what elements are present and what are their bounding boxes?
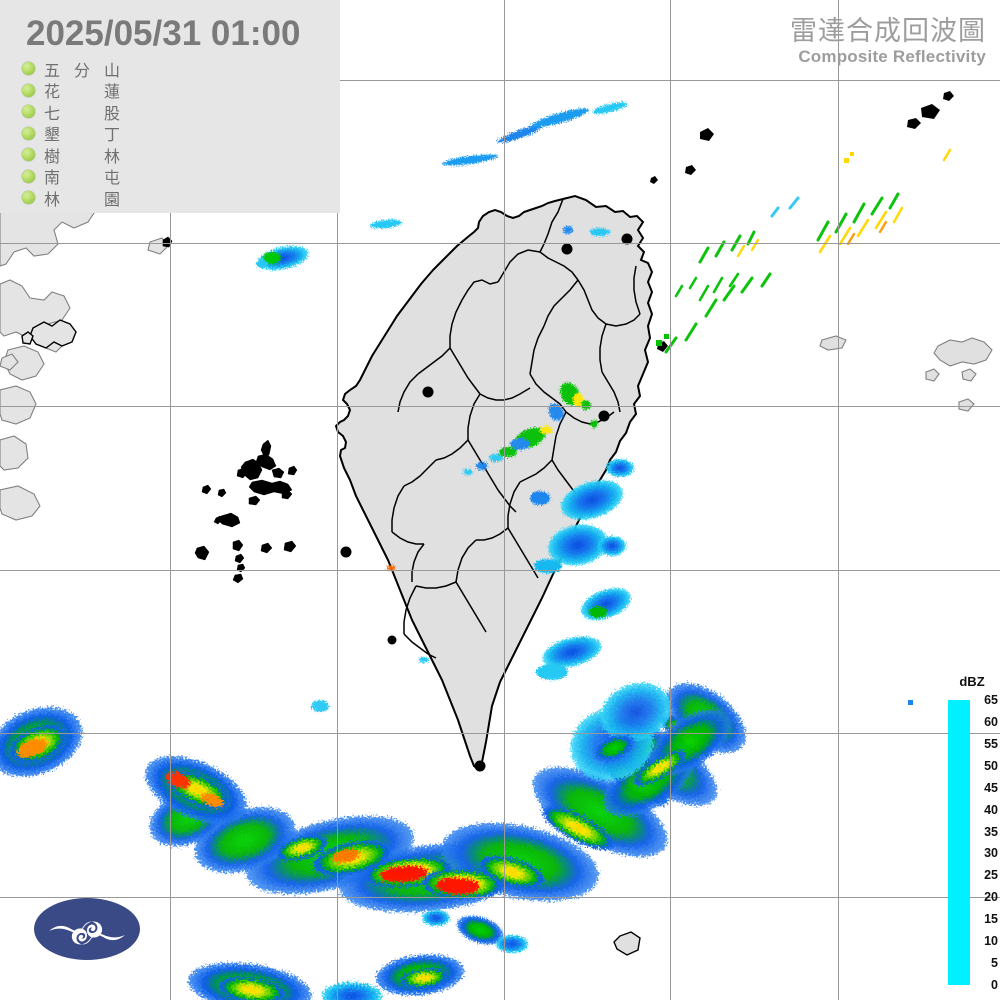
station-status-dot — [22, 62, 35, 76]
colorbar-tick: 35 — [984, 824, 998, 839]
echo-southwest-squall-line — [149, 683, 746, 913]
echo-northeast-band — [570, 682, 731, 817]
title-block: 雷達合成回波圖 Composite Reflectivity — [790, 16, 986, 67]
colorbar-tick: 25 — [984, 868, 998, 883]
ryukyu-islands — [819, 335, 993, 412]
station-name: 墾 丁 — [44, 125, 120, 145]
echo-south-isolated-cells — [422, 910, 528, 953]
radar-station-list: 五 分 山 花 蓮 七 股 墾 — [22, 58, 120, 209]
echo-northeast-beam-artifacts — [664, 148, 952, 354]
echo-taiwan-strait — [256, 245, 309, 271]
colorbar-tick-labels: 65 60 55 50 45 40 35 30 25 20 15 10 5 0 — [972, 693, 1000, 992]
colorbar-tick: 45 — [984, 780, 998, 795]
taiwan-county-boundaries — [391, 198, 641, 659]
radar-station-item[interactable]: 七 股 — [22, 101, 120, 123]
title-chinese: 雷達合成回波圖 — [790, 16, 986, 47]
colorbar-tick: 15 — [984, 912, 998, 927]
penghu-islands — [194, 439, 298, 584]
colorbar-tick: 50 — [984, 758, 998, 773]
radar-station-item[interactable]: 花 蓮 — [22, 80, 120, 102]
echo-east-specks — [656, 152, 913, 705]
colorbar-tick: 30 — [984, 846, 998, 861]
station-status-dot — [22, 169, 35, 183]
title-english: Composite Reflectivity — [798, 47, 986, 67]
echo-east-ocean-scatter — [674, 230, 760, 298]
colorbar-tick: 0 — [991, 978, 998, 992]
echo-west-cell-cluster — [0, 707, 247, 824]
station-name: 林 園 — [44, 189, 120, 209]
echo-south-bottom-band — [188, 954, 464, 1000]
station-status-dot — [22, 191, 35, 205]
station-name: 花 蓮 — [44, 82, 120, 102]
station-status-dot — [22, 105, 35, 119]
echo-central-scatter — [311, 226, 600, 712]
colorbar-tick: 65 — [984, 693, 998, 707]
radar-station-item[interactable]: 南 屯 — [22, 166, 120, 188]
station-name: 七 股 — [44, 103, 120, 123]
radar-station-item[interactable]: 五 分 山 — [22, 58, 120, 80]
station-status-dot — [22, 148, 35, 162]
station-name: 南 屯 — [44, 168, 120, 188]
radar-station-item[interactable]: 林 園 — [22, 187, 120, 209]
colorbar-tick: 60 — [984, 714, 998, 729]
colorbar-tick: 10 — [984, 934, 998, 949]
station-status-dot — [22, 83, 35, 97]
colorbar-tick: 5 — [991, 956, 998, 971]
station-status-dot — [22, 126, 35, 140]
radar-station-item[interactable]: 樹 林 — [22, 144, 120, 166]
colorbar-tick: 55 — [984, 736, 998, 751]
radar-station-item[interactable]: 墾 丁 — [22, 123, 120, 145]
kinmen-island — [21, 319, 77, 349]
colorbar-gradient — [948, 700, 970, 985]
header-panel — [0, 0, 340, 213]
cwb-logo — [33, 897, 141, 961]
echo-north-strait-streak — [370, 102, 628, 236]
city-markers — [340, 233, 633, 772]
station-name: 樹 林 — [44, 146, 120, 166]
timestamp-label: 2025/05/31 01:00 — [26, 14, 301, 53]
dbz-colorbar: dBZ 65 60 55 50 45 40 35 30 25 20 15 10 … — [947, 674, 1000, 992]
echo-east-coast-showers — [530, 459, 634, 680]
colorbar-unit-label: dBZ — [959, 674, 985, 689]
colorbar-tick: 40 — [984, 802, 998, 817]
station-name: 五 分 山 — [44, 60, 120, 80]
colorbar-tick: 20 — [984, 890, 998, 905]
